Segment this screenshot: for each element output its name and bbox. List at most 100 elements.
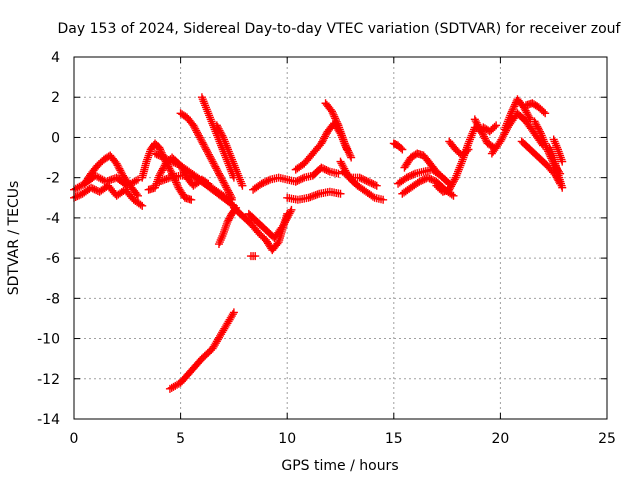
data-point: [117, 168, 126, 177]
data-point: [449, 191, 458, 200]
data-point: [156, 145, 165, 154]
data-point: [524, 111, 533, 120]
data-point: [320, 134, 329, 143]
data-point: [286, 207, 295, 216]
data-point: [329, 110, 338, 119]
data-point: [429, 176, 438, 185]
data-point: [209, 159, 218, 168]
data-point: [331, 116, 340, 125]
data-point: [447, 180, 456, 189]
data-point: [113, 161, 122, 170]
data-point: [116, 166, 125, 175]
data-point: [133, 175, 142, 184]
data-point: [355, 173, 364, 182]
data-point: [317, 163, 326, 172]
data-point: [173, 159, 182, 168]
data-point: [367, 179, 376, 188]
series-trace-7: [155, 171, 238, 210]
data-point: [291, 177, 300, 186]
data-point: [214, 169, 223, 178]
y-tick-label: -12: [37, 372, 60, 388]
data-point: [283, 212, 292, 221]
data-point: [90, 185, 99, 194]
series-trace-35: [545, 143, 567, 192]
data-point: [447, 190, 456, 199]
series-trace-31: [500, 95, 535, 134]
series-trace-2: [70, 181, 147, 210]
data-point: [191, 124, 200, 133]
data-point: [404, 172, 413, 181]
data-point: [161, 154, 170, 163]
data-point: [88, 184, 97, 193]
data-point: [333, 119, 342, 128]
data-point: [192, 126, 201, 135]
data-point: [507, 109, 516, 118]
data-point: [152, 150, 161, 159]
data-point: [229, 308, 238, 317]
data-point: [168, 157, 177, 166]
data-point: [221, 181, 230, 190]
data-point: [136, 200, 145, 209]
data-point: [155, 143, 164, 152]
data-point: [219, 178, 228, 187]
data-point: [407, 171, 416, 180]
data-point: [530, 117, 539, 126]
x-tick-label: 15: [385, 431, 403, 447]
data-point: [262, 177, 271, 186]
data-point: [156, 147, 165, 156]
data-point: [492, 121, 501, 130]
data-point: [73, 192, 82, 201]
data-point: [220, 179, 229, 188]
data-point: [558, 183, 567, 192]
data-point: [343, 146, 352, 155]
data-point: [319, 136, 328, 145]
data-point: [154, 151, 163, 160]
x-axis-tick-labels: 0 5 10 15 20 25: [70, 431, 616, 447]
data-point: [213, 166, 222, 175]
data-point: [357, 174, 366, 183]
data-point: [522, 108, 531, 117]
chart-title: Day 153 of 2024, Sidereal Day-to-day VTE…: [58, 21, 622, 37]
data-point: [187, 195, 196, 204]
data-point: [273, 239, 282, 248]
data-point: [114, 163, 123, 172]
data-point: [464, 145, 473, 154]
data-point: [264, 176, 273, 185]
data-point: [138, 201, 147, 210]
data-point: [533, 122, 542, 131]
data-point: [293, 176, 302, 185]
data-point: [214, 167, 223, 176]
data-point: [204, 150, 213, 159]
data-point: [396, 144, 405, 153]
data-point: [251, 252, 260, 261]
data-point: [216, 128, 225, 137]
plot-frame: [73, 56, 608, 420]
data-point: [223, 185, 232, 194]
data-point: [225, 190, 234, 199]
data-point: [281, 216, 290, 225]
y-tick-label: -14: [37, 412, 60, 428]
data-point: [480, 134, 489, 143]
series-trace-17: [283, 187, 345, 204]
y-tick-label: -4: [46, 211, 60, 227]
data-point: [214, 124, 223, 133]
data-point: [319, 164, 328, 173]
data-point: [190, 123, 199, 132]
series-trace-21: [338, 167, 381, 190]
data-point: [224, 186, 233, 195]
series-trace-16: [249, 163, 343, 194]
data-point: [156, 151, 165, 160]
data-point: [327, 107, 336, 116]
data-point: [318, 137, 327, 146]
series-trace-29: [479, 121, 501, 136]
data-point: [446, 184, 455, 193]
data-point: [206, 154, 215, 163]
data-point: [207, 155, 216, 164]
data-point: [167, 167, 176, 176]
data-point: [520, 105, 529, 114]
data-point: [420, 175, 429, 184]
data-point: [115, 164, 124, 173]
data-point: [287, 205, 296, 214]
data-point: [362, 176, 371, 185]
